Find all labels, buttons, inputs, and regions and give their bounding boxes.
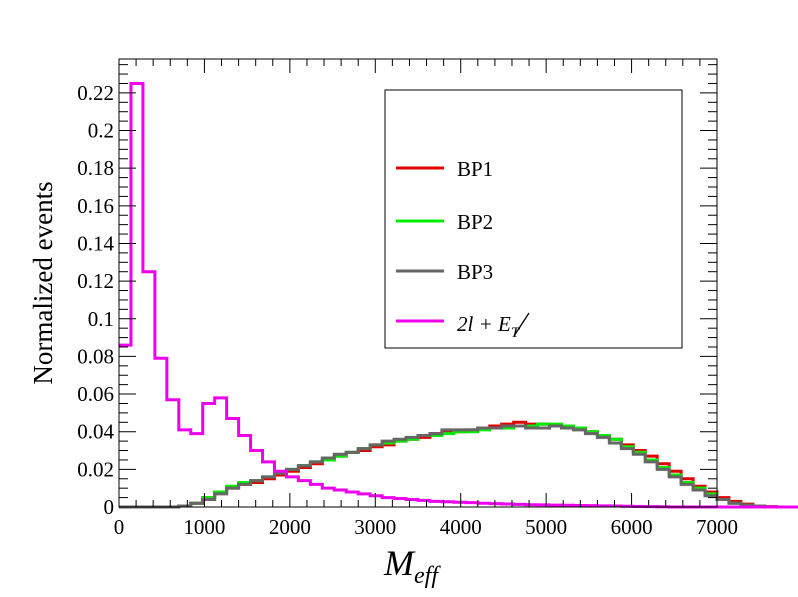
x-axis-title-main: M bbox=[383, 543, 416, 583]
x-axis-title-subscript: eff bbox=[414, 563, 441, 589]
y-tick-label: 0.04 bbox=[77, 420, 114, 444]
x-tick-label: 4000 bbox=[440, 515, 482, 539]
y-tick-label: 0.06 bbox=[77, 382, 114, 406]
y-tick-label: 0.02 bbox=[77, 457, 114, 481]
ticks-layer bbox=[118, 59, 718, 508]
series-4-histogram bbox=[119, 81, 798, 509]
y-tick-label: 0.2 bbox=[88, 119, 114, 143]
y-tick-label: 0.12 bbox=[77, 269, 114, 293]
legend-label-background-main: 2l + E bbox=[457, 312, 511, 336]
legend-label-bp1: BP1 bbox=[457, 157, 493, 181]
legend-label-bp2: BP2 bbox=[457, 210, 493, 234]
y-tick-label: 0.16 bbox=[77, 194, 114, 218]
x-tick-label: 7000 bbox=[696, 515, 738, 539]
y-tick-label: 0.18 bbox=[77, 156, 114, 180]
plot-frame bbox=[118, 58, 718, 508]
x-tick-label: 3000 bbox=[354, 515, 396, 539]
met-slash-glyph bbox=[513, 312, 530, 337]
y-tick-label: 0.22 bbox=[77, 81, 114, 105]
series-3-histogram bbox=[119, 424, 798, 509]
x-tick-label: 5000 bbox=[525, 515, 567, 539]
y-tick-label: 0.14 bbox=[77, 231, 114, 255]
y-tick-label: 0.08 bbox=[77, 344, 114, 368]
legend-label-bp3: BP3 bbox=[457, 260, 493, 284]
legend: BP1 BP2 BP3 2l + ET bbox=[384, 89, 683, 349]
series-layer bbox=[119, 81, 798, 509]
x-tick-label: 1000 bbox=[183, 515, 225, 539]
y-axis-title: Normalized events bbox=[28, 181, 58, 384]
tick-labels-layer: 0 1000 2000 3000 4000 5000 6000 7000 0 0.02 0.04 0.… bbox=[77, 81, 738, 539]
x-tick-label: 0 bbox=[114, 515, 125, 539]
x-tick-label: 6000 bbox=[611, 515, 653, 539]
x-axis-title: Meff bbox=[383, 543, 441, 589]
y-tick-label: 0.1 bbox=[88, 307, 114, 331]
y-tick-label: 0 bbox=[104, 495, 115, 519]
x-tick-label: 2000 bbox=[269, 515, 311, 539]
legend-box bbox=[384, 89, 683, 349]
